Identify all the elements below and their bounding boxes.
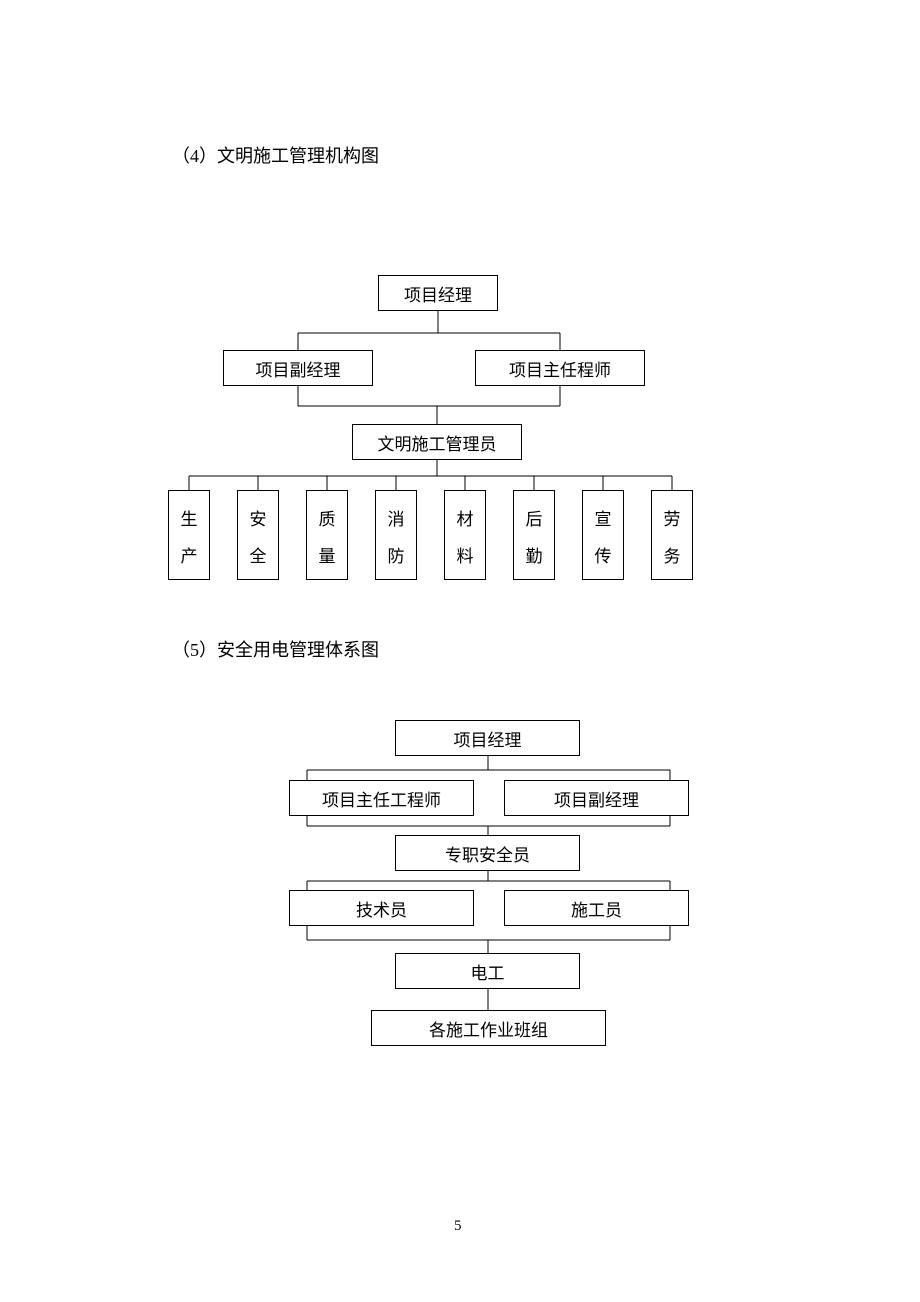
c1-deputy-manager: 项目副经理 (223, 350, 373, 386)
leaf-char: 防 (388, 538, 405, 575)
connector-lines (0, 0, 920, 1302)
c1-leaf-fire: 消 防 (375, 490, 417, 580)
leaf-char: 量 (319, 538, 336, 575)
c1-root: 项目经理 (378, 275, 498, 311)
c2-technician: 技术员 (289, 890, 474, 926)
c1-leaf-material: 材 料 (444, 490, 486, 580)
c1-leaf-publicity: 宣 传 (582, 490, 624, 580)
leaf-char: 安 (250, 501, 267, 538)
leaf-char: 消 (388, 501, 405, 538)
leaf-char: 产 (181, 538, 198, 575)
c2-electrician: 电工 (395, 953, 580, 989)
heading-chart1: （4）文明施工管理机构图 (172, 142, 379, 168)
c2-deputy-manager: 项目副经理 (504, 780, 689, 816)
c1-leaf-production: 生 产 (168, 490, 210, 580)
page: （4）文明施工管理机构图 （5）安全用电管理体系图 项目经理 项目副经理 项目主… (0, 0, 920, 1302)
c2-construction-staff: 施工员 (504, 890, 689, 926)
leaf-char: 料 (457, 538, 474, 575)
c1-leaf-safety: 安 全 (237, 490, 279, 580)
leaf-char: 生 (181, 501, 198, 538)
leaf-char: 劳 (664, 501, 681, 538)
page-number: 5 (454, 1218, 462, 1235)
c1-leaf-labor: 劳 务 (651, 490, 693, 580)
leaf-char: 宣 (595, 501, 612, 538)
leaf-char: 勤 (526, 538, 543, 575)
leaf-char: 材 (457, 501, 474, 538)
c1-civilized-admin: 文明施工管理员 (352, 424, 522, 460)
c1-chief-engineer: 项目主任程师 (475, 350, 645, 386)
leaf-char: 务 (664, 538, 681, 575)
leaf-char: 全 (250, 538, 267, 575)
leaf-char: 后 (526, 501, 543, 538)
leaf-char: 质 (319, 501, 336, 538)
heading-chart2: （5）安全用电管理体系图 (172, 636, 379, 662)
c2-chief-engineer: 项目主任工程师 (289, 780, 474, 816)
leaf-char: 传 (595, 538, 612, 575)
c2-work-teams: 各施工作业班组 (371, 1010, 606, 1046)
c2-root: 项目经理 (395, 720, 580, 756)
c1-leaf-quality: 质 量 (306, 490, 348, 580)
c2-safety-officer: 专职安全员 (395, 835, 580, 871)
c1-leaf-logistics: 后 勤 (513, 490, 555, 580)
